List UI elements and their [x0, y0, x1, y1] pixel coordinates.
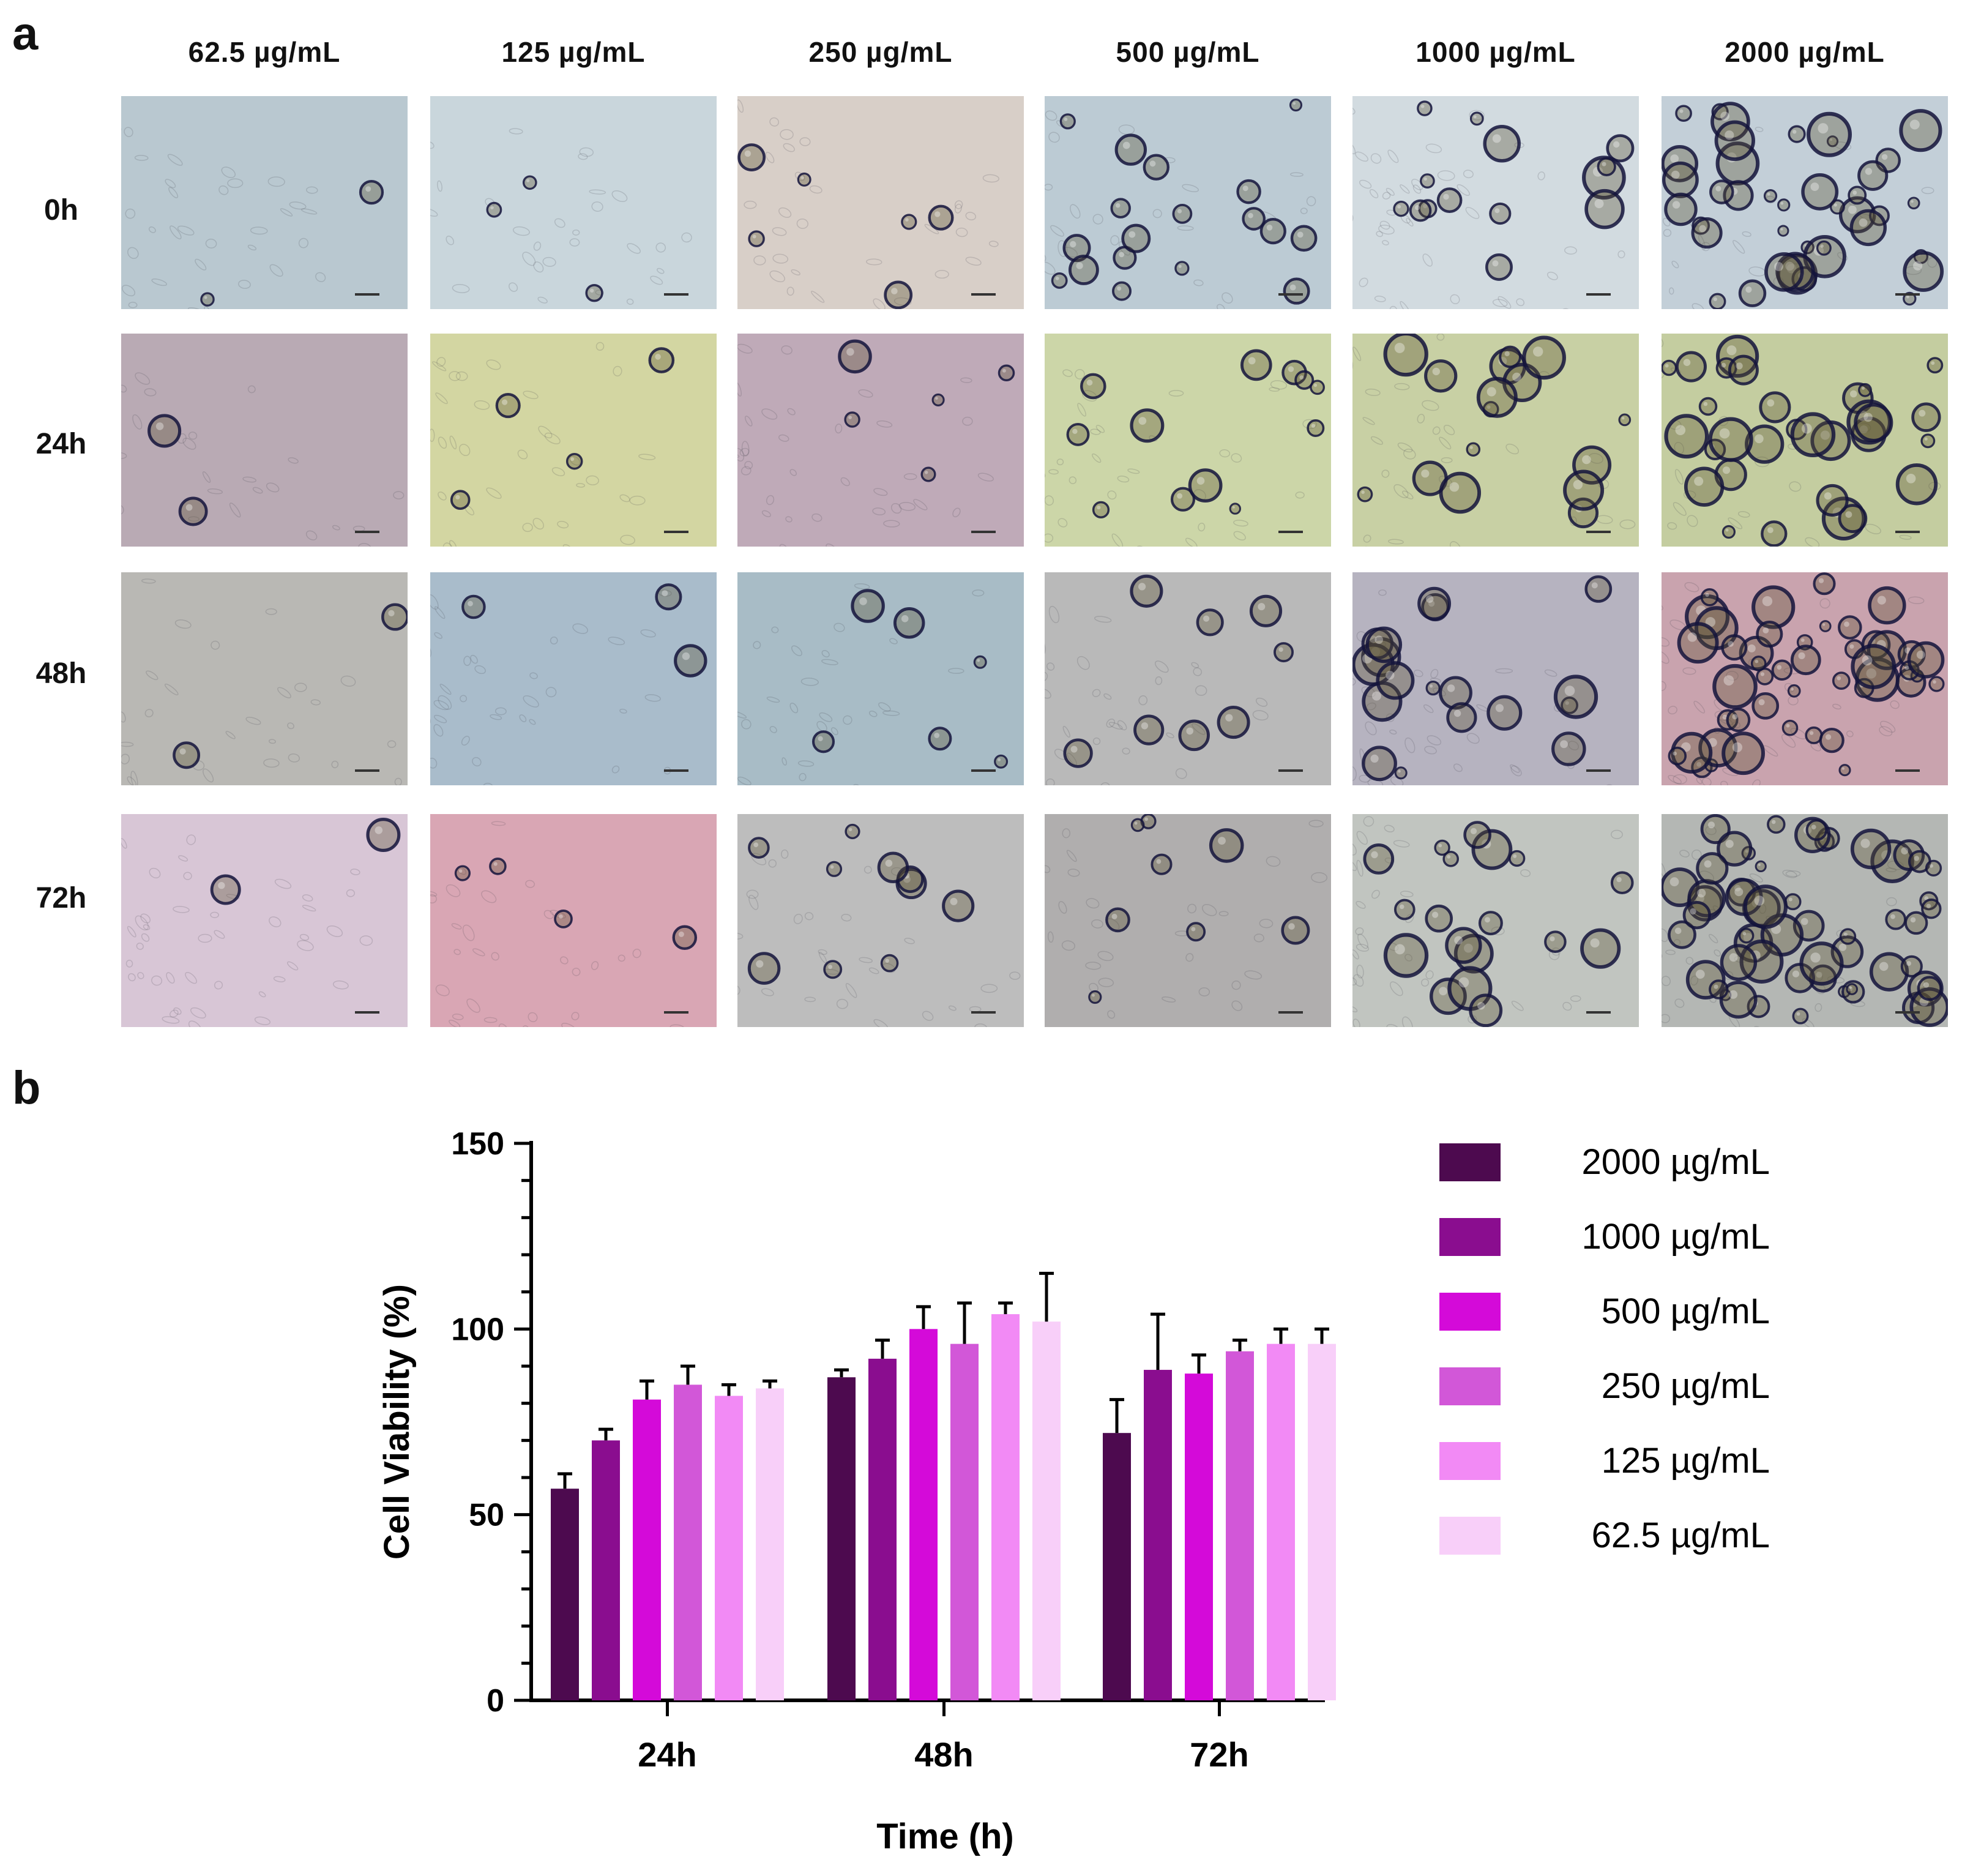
legend-label: 1000 µg/mL — [1581, 1217, 1770, 1257]
bar — [909, 1329, 938, 1700]
micrograph-image — [430, 572, 717, 785]
x-tick-label: 24h — [638, 1735, 697, 1774]
micrograph-image — [430, 96, 717, 309]
micrograph-image — [1662, 334, 1948, 547]
x-tick-label: 72h — [1190, 1735, 1249, 1774]
chart-container: 0 50 100 150 Cell Viability (%) Time (h) 24h 48… — [0, 1077, 1962, 1873]
bar — [1185, 1373, 1213, 1700]
bar — [551, 1489, 579, 1700]
legend-swatch — [1439, 1218, 1501, 1256]
row-header: 24h — [24, 427, 98, 461]
bar — [674, 1385, 702, 1700]
legend-label: 500 µg/mL — [1602, 1291, 1770, 1331]
micrograph-image — [430, 334, 717, 547]
micrograph-image — [737, 814, 1024, 1027]
bar — [592, 1440, 620, 1700]
micrograph-image — [1352, 572, 1639, 785]
viability-bar-chart: 0 50 100 150 Cell Viability (%) Time (h) 24h 48… — [0, 1077, 1962, 1873]
legend-label: 250 µg/mL — [1602, 1366, 1770, 1406]
column-header: 250 µg/mL — [737, 36, 1024, 69]
micrograph-image — [1662, 572, 1948, 785]
micrograph-image — [1352, 96, 1639, 309]
micrograph-image — [1045, 814, 1331, 1027]
bar — [1103, 1433, 1131, 1700]
bar — [991, 1314, 1020, 1700]
bar — [1226, 1351, 1254, 1700]
legend-swatch — [1439, 1517, 1501, 1555]
legend-swatch — [1439, 1293, 1501, 1331]
micrograph-image — [121, 572, 408, 785]
y-tick-label: 50 — [469, 1498, 504, 1533]
legend-label: 62.5 µg/mL — [1592, 1515, 1770, 1555]
micrograph-image — [121, 814, 408, 1027]
column-header: 500 µg/mL — [1044, 36, 1332, 69]
column-header: 62.5 µg/mL — [121, 36, 408, 69]
micrograph-image — [121, 334, 408, 547]
legend-swatch — [1439, 1442, 1501, 1480]
micrograph-image — [1662, 814, 1948, 1027]
bar — [1267, 1344, 1295, 1700]
micrograph-image — [430, 814, 717, 1027]
micrograph-image — [1045, 572, 1331, 785]
y-tick-label: 0 — [487, 1683, 504, 1719]
bar — [950, 1344, 979, 1700]
legend-label: 2000 µg/mL — [1581, 1142, 1770, 1182]
y-axis-title: Cell Viability (%) — [377, 1284, 417, 1560]
legend-swatch — [1439, 1367, 1501, 1405]
micrograph-image — [737, 96, 1024, 309]
bar — [1308, 1344, 1336, 1700]
row-header: 72h — [24, 881, 98, 915]
micrograph-image — [1662, 96, 1948, 309]
y-tick-label: 100 — [451, 1312, 504, 1347]
bar — [633, 1400, 661, 1700]
y-tick-label: 150 — [451, 1126, 504, 1162]
micrograph-image — [737, 572, 1024, 785]
bar — [1032, 1321, 1061, 1700]
x-tick-label: 48h — [914, 1735, 974, 1774]
micrograph-image — [737, 334, 1024, 547]
panel-a-label: a — [12, 11, 38, 58]
micrograph-image — [1045, 334, 1331, 547]
column-header: 1000 µg/mL — [1352, 36, 1639, 69]
legend-swatch — [1439, 1143, 1501, 1181]
bar — [756, 1388, 784, 1700]
bar — [1144, 1370, 1172, 1700]
bar — [715, 1396, 743, 1700]
micrograph-image — [1045, 96, 1331, 309]
row-header: 0h — [24, 193, 98, 227]
column-header: 125 µg/mL — [430, 36, 717, 69]
row-header: 48h — [24, 657, 98, 690]
micrograph-image — [1352, 334, 1639, 547]
micrograph-image — [1352, 814, 1639, 1027]
legend-label: 125 µg/mL — [1602, 1441, 1770, 1481]
bar — [868, 1359, 897, 1700]
bar — [827, 1377, 856, 1700]
micrograph-image — [121, 96, 408, 309]
column-header: 2000 µg/mL — [1661, 36, 1949, 69]
x-axis-title: Time (h) — [876, 1817, 1014, 1856]
